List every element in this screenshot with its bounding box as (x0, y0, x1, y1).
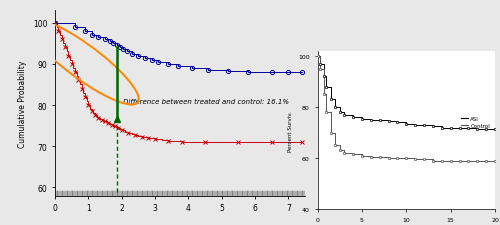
Y-axis label: Cumulative Probability: Cumulative Probability (18, 60, 28, 147)
Text: Difference between treated and control: 16.1%: Difference between treated and control: … (124, 99, 290, 104)
Legend: ASI, Control: ASI, Control (459, 114, 492, 131)
Y-axis label: Percent Surviv.: Percent Surviv. (288, 110, 292, 151)
